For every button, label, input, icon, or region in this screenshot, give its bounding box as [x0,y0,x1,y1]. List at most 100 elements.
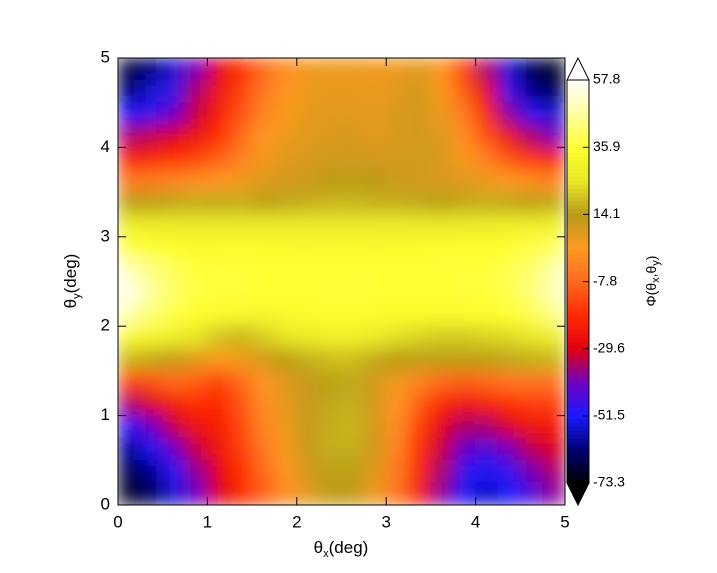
y-axis-label-part: y [71,293,83,299]
heatmap-cell [251,79,275,104]
heatmap-cells [118,58,565,505]
heatmap-cell [430,102,454,126]
heatmap-cell [430,146,454,171]
heatmap-cell [118,281,141,305]
heatmap-cell [363,392,387,417]
heatmap-cell [296,102,320,126]
colorbar-label-part: ,θ [643,265,659,277]
colorbar-swatch [567,377,589,383]
heatmap-cell [519,325,544,350]
heatmap-cell [229,191,253,215]
heatmap-cell [251,258,275,282]
colorbar-swatch [567,224,589,230]
colorbar-extend-bottom [566,482,590,507]
heatmap-cell [273,102,298,126]
heatmap-cell [296,482,320,505]
heatmap-cell [118,459,141,484]
heatmap-cell [385,415,410,439]
heatmap-cell [519,124,544,148]
heatmap-cell [519,415,544,439]
colorbar-swatch [567,156,589,161]
heatmap-cell [385,102,410,126]
y-tick-label: 5 [101,47,110,66]
heatmap-cell [318,58,342,81]
heatmap-cell [341,79,365,104]
colorbar-label-part: y [650,260,662,266]
heatmap-cell [408,191,432,215]
heatmap-cell [139,392,164,417]
heatmap-cell [139,236,164,260]
heatmap-cell [341,437,365,461]
heatmap-cell [542,370,565,394]
heatmap-cell [497,415,521,439]
heatmap-cell [363,102,387,126]
colorbar-swatch [567,180,589,186]
heatmap-cell [118,482,141,505]
heatmap-cell [363,482,387,505]
colorbar-swatch [567,390,589,395]
heatmap-cell [430,191,454,215]
colorbar-swatch [567,462,589,468]
colorbar-swatch [567,95,589,101]
heatmap-cell [273,392,298,417]
heatmap-cell [475,213,499,238]
heatmap-cell [139,146,164,171]
heatmap-cell [497,370,521,394]
heatmap-cell [139,325,164,350]
heatmap-cell [273,303,298,327]
heatmap-cell [452,437,477,461]
colorbar-swatch [567,365,589,371]
heatmap-cell [229,146,253,171]
heatmap-cell [162,459,186,484]
colorbar-swatch [567,349,589,355]
heatmap-cell [341,303,365,327]
heatmap-cell [139,281,164,305]
colorbar-swatch [567,168,589,173]
colorbar-swatch [567,107,589,113]
x-axis-label-part: x [323,548,329,560]
heatmap-cell [296,169,320,193]
colorbar-swatch [567,478,589,484]
heatmap-cell [475,370,499,394]
x-tick-label: 2 [292,512,301,531]
heatmap-cell [452,348,477,372]
heatmap-cell [430,325,454,350]
colorbar-swatch [567,309,589,315]
heatmap-cell [318,459,342,484]
y-axis-label: θy(deg) [61,254,82,309]
heatmap-cell [497,348,521,372]
heatmap-cell [363,236,387,260]
colorbar-swatch [567,357,589,363]
heatmap-cell [184,258,208,282]
heatmap-cell [251,146,275,171]
heatmap-cell [341,459,365,484]
heatmap-cell [139,437,164,461]
heatmap-cell [206,325,231,350]
heatmap-cell [273,281,298,305]
heatmap-cell [251,236,275,260]
heatmap-cell [318,325,342,350]
heatmap-cell [385,58,410,81]
heatmap-cell [408,58,432,81]
y-tick-label: 2 [101,316,110,335]
heatmap-cell [318,392,342,417]
colorbar-swatch [567,402,589,407]
heatmap-cell [251,303,275,327]
colorbar-swatch [567,200,589,206]
heatmap-cell [542,102,565,126]
heatmap-cell [363,415,387,439]
colorbar-swatch [567,115,589,121]
heatmap-cell [497,258,521,282]
heatmap-cell [318,258,342,282]
heatmap-cell [385,258,410,282]
heatmap-cell [519,236,544,260]
heatmap-cell [430,258,454,282]
colorbar-swatch [567,369,589,375]
colorbar-swatch [567,293,589,298]
heatmap-cell [385,124,410,148]
y-tick-label: 3 [101,226,110,245]
heatmap-cell [318,348,342,372]
colorbar-swatch [567,244,589,250]
heatmap-cell [475,191,499,215]
colorbar-swatch [567,442,589,448]
